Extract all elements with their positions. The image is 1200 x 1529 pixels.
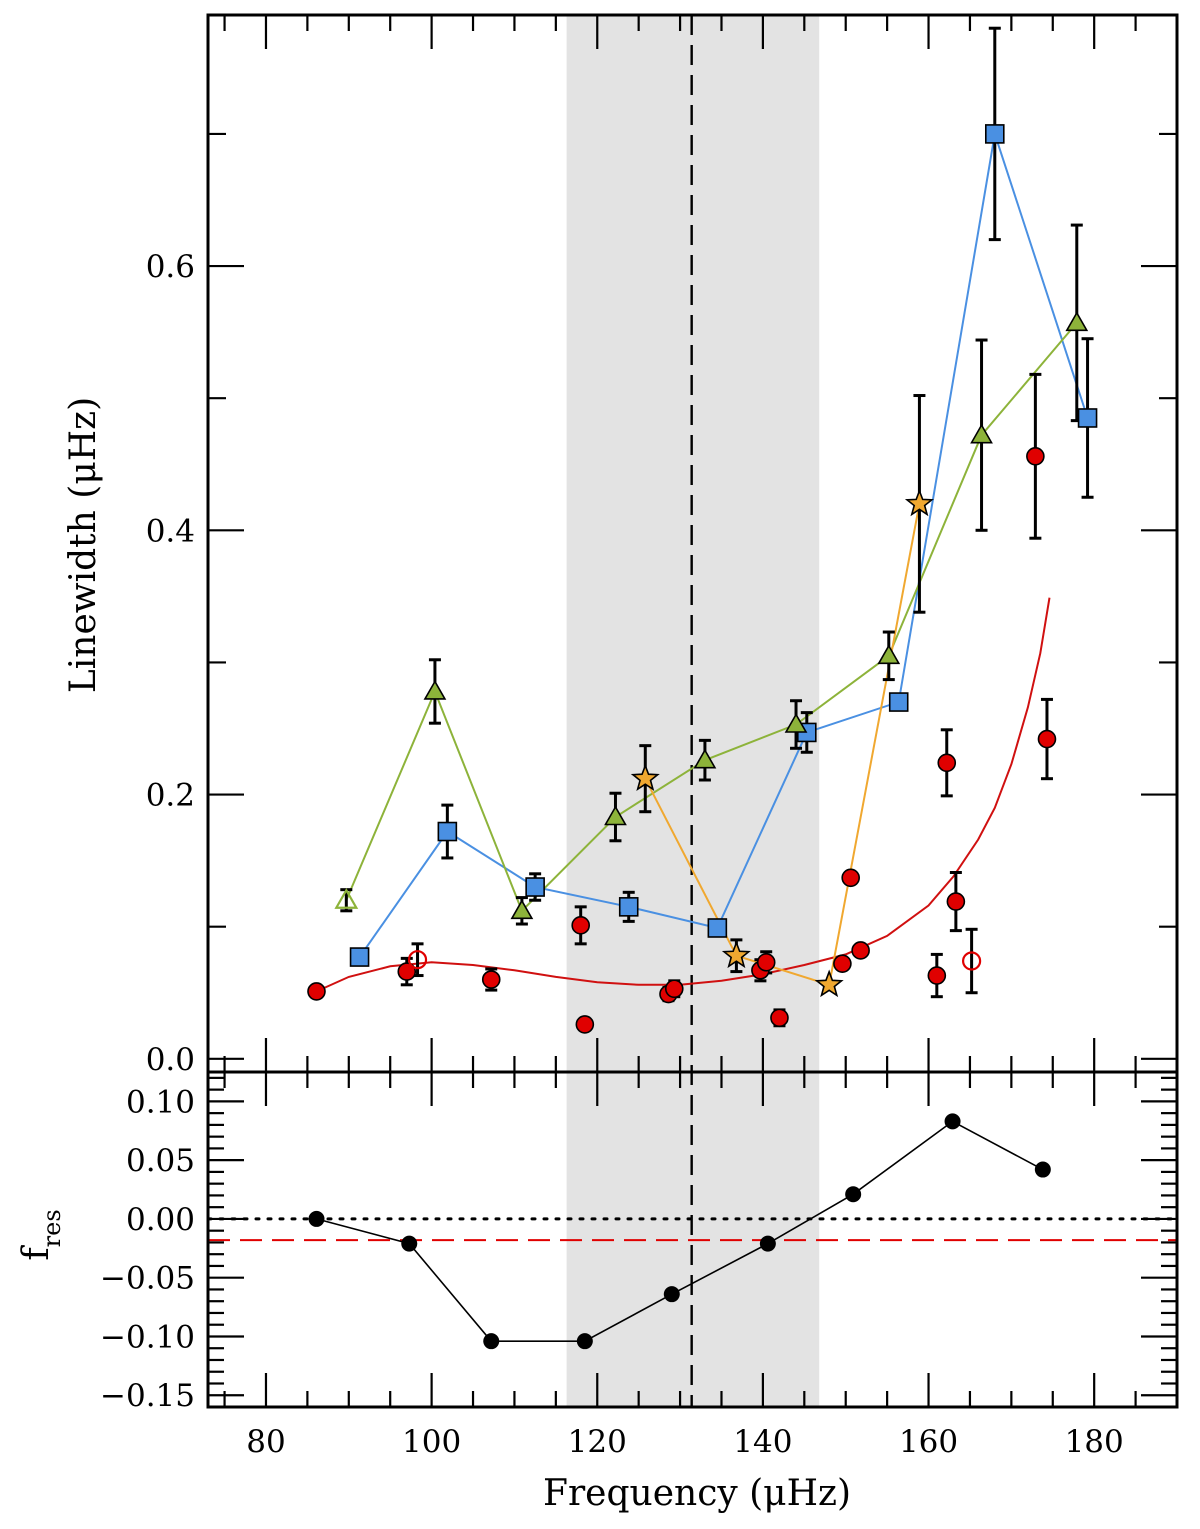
triangle-marker bbox=[334, 888, 359, 909]
triangle-marker bbox=[693, 748, 717, 769]
circle-marker bbox=[397, 962, 417, 981]
svg-text:fres: fres bbox=[16, 1209, 66, 1260]
star-marker bbox=[721, 940, 751, 969]
residual-point bbox=[308, 1210, 325, 1227]
circle-marker bbox=[481, 970, 501, 989]
x-tick-label: 160 bbox=[899, 1424, 958, 1460]
circle-marker bbox=[927, 966, 947, 985]
x-tick-label: 100 bbox=[402, 1424, 461, 1460]
residual-point bbox=[401, 1235, 418, 1252]
square-marker bbox=[618, 897, 639, 917]
y-axis-title-top: Linewidth (μHz) bbox=[63, 397, 104, 693]
circle-marker bbox=[575, 1015, 595, 1034]
x-tick-label: 180 bbox=[1065, 1424, 1124, 1460]
residual-point bbox=[483, 1333, 500, 1350]
circle-marker bbox=[1026, 446, 1045, 466]
circle-marker bbox=[1037, 729, 1057, 749]
y-tick-label-bottom: 0.05 bbox=[126, 1143, 195, 1179]
tick-labels: 80 100 120 140 160 180 0.0 0.2 0.4 0.6 −0.15 −0.10 −… bbox=[100, 249, 1124, 1460]
y-axis-title-bottom: fres bbox=[16, 1209, 66, 1260]
y-tick-label-bottom: −0.10 bbox=[100, 1319, 195, 1355]
circle-marker bbox=[946, 892, 966, 911]
circle-marker bbox=[841, 868, 860, 888]
y-tick-label-bottom: −0.15 bbox=[100, 1378, 195, 1414]
x-tick-label: 120 bbox=[568, 1424, 627, 1460]
y-tick-label-bottom: −0.05 bbox=[100, 1261, 195, 1297]
y-axis-title-sub: res bbox=[38, 1209, 66, 1247]
circle-marker bbox=[770, 1008, 789, 1028]
y-tick-label-top: 0.0 bbox=[146, 1042, 195, 1078]
y-axis-title-f: f bbox=[16, 1245, 57, 1261]
star-marker bbox=[630, 763, 660, 792]
series-connector-line bbox=[644, 503, 921, 987]
square-marker bbox=[349, 947, 370, 967]
open-circle-marker bbox=[407, 950, 428, 970]
square-marker bbox=[888, 692, 909, 712]
x-tick-label: 140 bbox=[733, 1424, 792, 1460]
triangle-marker bbox=[970, 423, 993, 444]
x-axis-title: Frequency (μHz) bbox=[543, 1473, 851, 1514]
triangle-marker bbox=[510, 899, 534, 920]
square-marker bbox=[525, 877, 545, 897]
data-markers-layer bbox=[307, 124, 1098, 1034]
y-tick-label-bottom: 0.00 bbox=[126, 1202, 195, 1238]
circle-marker bbox=[937, 753, 957, 773]
bottom-panel-frame bbox=[206, 1070, 1179, 1409]
circle-marker bbox=[756, 953, 776, 972]
star-marker bbox=[814, 969, 844, 998]
shaded-frequency-band bbox=[566, 15, 820, 1407]
circle-marker bbox=[664, 979, 684, 999]
triangle-marker bbox=[877, 644, 901, 665]
triangle-marker bbox=[423, 679, 447, 700]
square-marker bbox=[707, 918, 728, 938]
y-tick-label-top: 0.4 bbox=[146, 513, 195, 549]
x-tick-label: 80 bbox=[246, 1424, 285, 1460]
reference-lines-layer bbox=[206, 1217, 1179, 1242]
y-tick-label-top: 0.2 bbox=[146, 778, 195, 814]
star-marker bbox=[904, 488, 934, 517]
circle-marker bbox=[851, 941, 870, 960]
square-marker bbox=[437, 821, 458, 842]
residual-point bbox=[845, 1186, 862, 1203]
circle-marker bbox=[833, 954, 852, 973]
circle-marker bbox=[571, 916, 590, 935]
residual-point bbox=[944, 1113, 961, 1130]
tick-marks bbox=[208, 15, 1179, 1409]
square-marker bbox=[1077, 408, 1098, 428]
open-circle-marker bbox=[962, 951, 982, 971]
triangle-marker bbox=[1065, 311, 1089, 332]
y-tick-label-bottom: 0.10 bbox=[126, 1084, 195, 1120]
circle-marker bbox=[307, 982, 326, 1001]
square-marker bbox=[984, 124, 1005, 144]
y-tick-label-top: 0.6 bbox=[146, 249, 195, 285]
triangle-marker bbox=[604, 805, 627, 826]
residual-point bbox=[663, 1286, 680, 1303]
residual-point bbox=[576, 1333, 593, 1350]
residual-point bbox=[759, 1235, 776, 1252]
residual-markers-layer bbox=[308, 1113, 1051, 1350]
triangle-marker bbox=[784, 712, 808, 733]
residual-point bbox=[1034, 1161, 1051, 1178]
